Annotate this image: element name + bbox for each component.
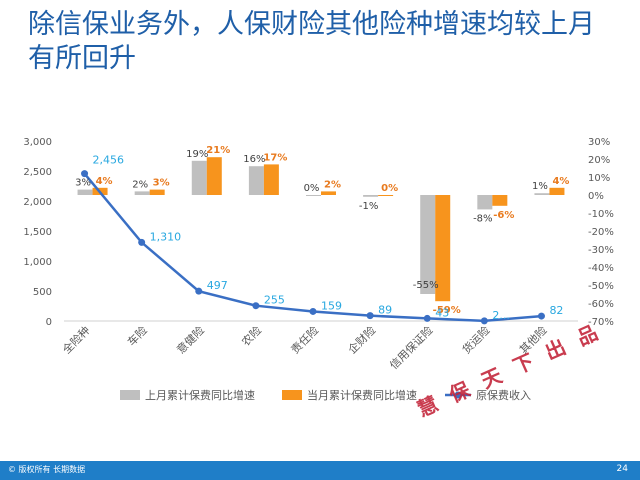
chart-line [81,170,545,325]
premium-point [366,312,374,320]
x-tick-label: 农险 [239,323,264,348]
chart-legend: 上月累计保费同比增速 当月累计保费同比增速 原保费收入 [120,388,531,402]
legend-swatch [120,390,140,400]
y-left-tick-label: 0 [46,317,52,328]
prev-growth-bar [134,191,150,195]
premium-point [138,238,146,246]
prev-growth-bar [420,195,436,294]
premium-point [423,314,431,322]
slide-title: 除信保业务外，人保财险其他险种增速均较上月有所回升 [28,9,595,74]
premium-label: 89 [378,304,392,317]
curr-growth-label: 21% [206,145,230,156]
y-right-tick-label: -50% [588,281,614,292]
prev-growth-label: 1% [532,181,548,192]
legend-swatch-marker [454,391,462,399]
premium-point [81,170,89,178]
chart-axes: 0 500 1,000 1,500 2,000 2,500 3,000 -70% -60% -50… [23,137,613,372]
premium-point [309,307,317,315]
prev-growth-bar [77,189,93,195]
y-right-tick-label: 0% [588,191,604,202]
y-right-tick-label: 20% [588,155,610,166]
prev-growth-bar [534,193,550,195]
prev-growth-bar [477,195,493,210]
x-tick-label: 意健险 [174,323,207,356]
premium-label: 1,310 [150,230,182,243]
curr-growth-bar [263,164,279,195]
prev-growth-bar [306,195,321,196]
curr-growth-bar [549,187,565,195]
y-right-tick-label: 10% [588,173,610,184]
growth-chart: 0 500 1,000 1,500 2,000 2,500 3,000 -70% -60% -50… [23,137,613,402]
y-right-tick-label: 30% [588,137,610,148]
curr-growth-label: 17% [263,152,287,163]
premium-label: 159 [321,299,342,312]
legend-label: 当月累计保费同比增速 [307,388,417,402]
prev-growth-bar [191,160,207,195]
y-left-tick-label: 3,000 [23,137,52,148]
chart-bars [77,157,565,302]
legend-label: 上月累计保费同比增速 [145,388,255,402]
y-right-tick-label: -60% [588,299,614,310]
curr-growth-label: 4% [552,176,569,187]
premium-label: 2,456 [93,154,125,167]
curr-growth-bar [378,195,394,196]
curr-growth-bar [149,189,165,195]
footer-copyright: © 版权所有 长期数据 [8,465,86,474]
y-left-tick-label: 2,500 [23,167,52,178]
y-left-tick-label: 2,000 [23,197,52,208]
y-right-tick-label: -30% [588,245,614,256]
y-left-tick-label: 500 [33,287,52,298]
x-tick-label: 企财险 [345,323,378,356]
prev-growth-bar [363,195,379,197]
prev-growth-label: -8% [473,213,492,224]
prev-growth-label: 0% [304,183,320,194]
prev-growth-bar [248,166,264,195]
legend-swatch [282,390,302,400]
curr-growth-bar [492,195,508,206]
y-right-tick-label: -20% [588,227,614,238]
curr-growth-label: -59% [433,305,461,316]
premium-point [252,302,260,310]
prev-growth-label: 2% [132,179,148,190]
footer-bar: © 版权所有 长期数据 24 [0,461,640,480]
curr-growth-bar [206,157,222,195]
y-right-tick-label: -10% [588,209,614,220]
curr-growth-label: 2% [324,179,341,190]
y-right-tick-label: -40% [588,263,614,274]
premium-point [195,287,203,295]
curr-growth-bar [435,195,451,302]
x-tick-label: 全险种 [59,323,92,356]
premium-label: 82 [549,304,563,317]
chart-labels: 3% 2%19% 16%0%-1%-55%-8%1%4% 3%21%17%2% 0%-5… [75,145,569,322]
premium-label: 43 [435,306,449,319]
x-tick-label: 责任险 [288,323,321,356]
prev-growth-label: 19% [186,149,208,160]
premium-label: 497 [207,279,228,292]
prev-growth-label: -1% [359,201,378,212]
curr-growth-label: 4% [96,176,113,187]
premium-label: 2... [492,309,510,322]
x-tick-label: 货运险 [459,323,492,356]
y-left-tick-label: 1,500 [23,227,52,238]
y-left-tick-label: 1,000 [23,257,52,268]
curr-growth-label: 3% [153,178,170,189]
curr-growth-label: 0% [381,183,398,194]
prev-growth-label: 3% [75,178,91,189]
premium-point [537,312,545,320]
legend-label: 原保费收入 [476,388,531,402]
prev-growth-label: -55% [413,280,439,291]
premium-label: 255 [264,294,285,307]
curr-growth-label: -6% [493,210,514,221]
y-right-tick-label: -70% [588,317,614,328]
premium-point [480,317,488,325]
prev-growth-label: 16% [243,154,265,165]
curr-growth-bar [321,191,336,195]
page-number: 24 [616,464,628,474]
x-tick-label: 车险 [124,323,149,348]
x-tick-label: 信用保证险 [387,323,436,372]
